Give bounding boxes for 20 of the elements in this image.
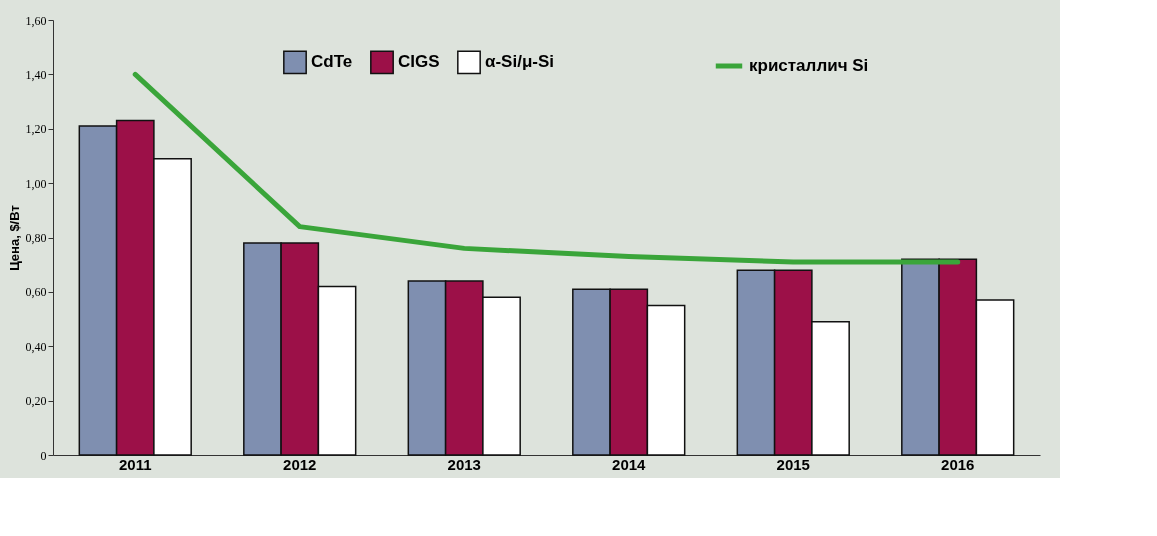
- x-tick-label: 2013: [447, 455, 481, 473]
- y-tick-label: 1,40: [25, 67, 47, 82]
- y-tick-label: 1,20: [25, 122, 47, 137]
- y-tick-label: 1,60: [25, 13, 47, 28]
- y-tick-label: 1,00: [25, 176, 47, 191]
- x-tick-label: 2014: [612, 455, 647, 473]
- legend-label: кристаллич Si: [749, 56, 869, 75]
- y-tick-label: 0,40: [25, 339, 47, 354]
- x-tick-label: 2011: [118, 455, 152, 473]
- y-tick-label: 0,60: [25, 285, 47, 300]
- y-axis-title: Цена, $/Вт: [6, 205, 22, 271]
- y-tick-label: 0,80: [25, 231, 47, 245]
- y-tick-label: 0: [40, 448, 47, 463]
- legend-label: CdTe: [311, 52, 353, 72]
- y-tick-label: 0,20: [25, 394, 47, 409]
- x-tick-label: 2012: [283, 455, 317, 473]
- x-tick-label: 2016: [941, 455, 975, 473]
- legend-label: α-Si/μ-Si: [485, 52, 555, 72]
- x-tick-label: 2015: [776, 455, 810, 473]
- legend-label: CIGS: [398, 52, 440, 72]
